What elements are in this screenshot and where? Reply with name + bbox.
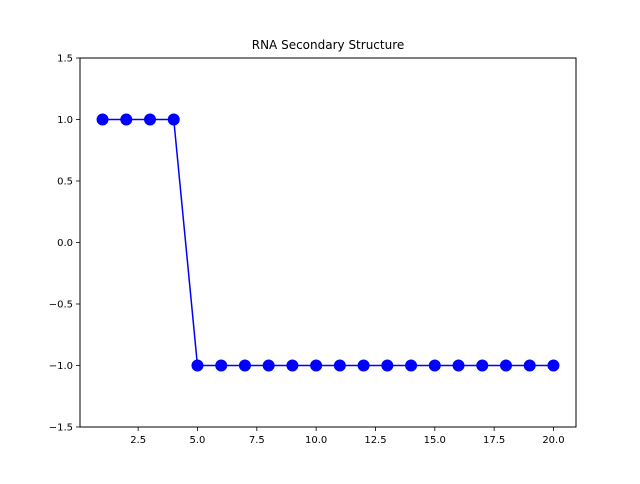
data-point-3 <box>144 113 157 126</box>
x-tick-label-1: 5.0 <box>190 435 206 446</box>
data-point-17 <box>476 359 489 372</box>
y-tick-label-6: 1.5 <box>57 54 73 65</box>
data-point-6 <box>215 359 228 372</box>
data-point-8 <box>262 359 275 372</box>
data-point-7 <box>238 359 251 372</box>
data-point-12 <box>357 359 370 372</box>
plot-area: 2.5 5.0 7.5 10.0 12.5 15.0 17.5 20.0 −1.5 −1.0 −0.… <box>49 54 577 446</box>
data-point-14 <box>405 359 418 372</box>
y-tick-label-0: −1.5 <box>49 423 73 434</box>
y-tick-label-1: −1.0 <box>49 361 73 372</box>
data-point-15 <box>428 359 441 372</box>
x-tick-label-2: 7.5 <box>249 435 265 446</box>
data-point-16 <box>452 359 465 372</box>
x-tick-label-0: 2.5 <box>130 435 146 446</box>
data-point-13 <box>381 359 394 372</box>
y-tick-label-2: −0.5 <box>49 300 73 311</box>
x-tick-label-3: 10.0 <box>305 435 327 446</box>
chart-title: RNA Secondary Structure <box>252 38 405 52</box>
x-tick-label-4: 12.5 <box>364 435 386 446</box>
y-tick-label-3: 0.0 <box>57 238 73 249</box>
y-tick-label-4: 0.5 <box>57 177 73 188</box>
data-point-10 <box>310 359 323 372</box>
x-tick-label-6: 17.5 <box>483 435 505 446</box>
data-point-11 <box>333 359 346 372</box>
data-point-2 <box>120 113 133 126</box>
data-point-4 <box>167 113 180 126</box>
data-point-20 <box>547 359 560 372</box>
data-point-1 <box>96 113 109 126</box>
data-point-18 <box>499 359 512 372</box>
data-point-19 <box>523 359 536 372</box>
y-tick-label-5: 1.0 <box>57 115 73 126</box>
data-point-5 <box>191 359 204 372</box>
x-tick-label-5: 15.0 <box>424 435 446 446</box>
x-tick-label-7: 20.0 <box>542 435 564 446</box>
data-point-9 <box>286 359 299 372</box>
